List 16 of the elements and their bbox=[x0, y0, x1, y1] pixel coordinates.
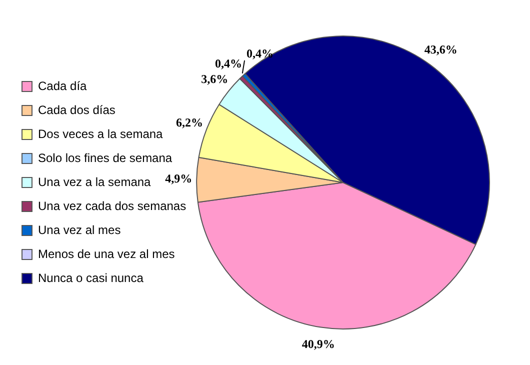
legend-label: Una vez cada dos semanas bbox=[38, 198, 186, 213]
data-label: 4,9% bbox=[165, 172, 192, 186]
legend-label: Cada día bbox=[38, 78, 88, 93]
data-label: 40,9% bbox=[302, 337, 335, 352]
data-label: 3,6% bbox=[201, 72, 228, 86]
legend-label: Solo los fines de semana bbox=[38, 150, 172, 165]
data-label: 6,2% bbox=[176, 116, 204, 130]
legend-label: Cada dos días bbox=[38, 102, 116, 117]
data-label: 43,6% bbox=[424, 42, 458, 56]
legend-label: Menos de una vez al mes bbox=[38, 246, 175, 261]
data-label: 0,4% bbox=[246, 46, 274, 61]
legend-label: Una vez al mes bbox=[38, 222, 121, 237]
legend-label: Nunca o casi nunca bbox=[38, 270, 144, 285]
legend-label: Una vez a la semana bbox=[38, 174, 152, 189]
legend-label: Dos veces a la semana bbox=[38, 126, 164, 141]
data-label: 0,4% bbox=[215, 56, 242, 71]
